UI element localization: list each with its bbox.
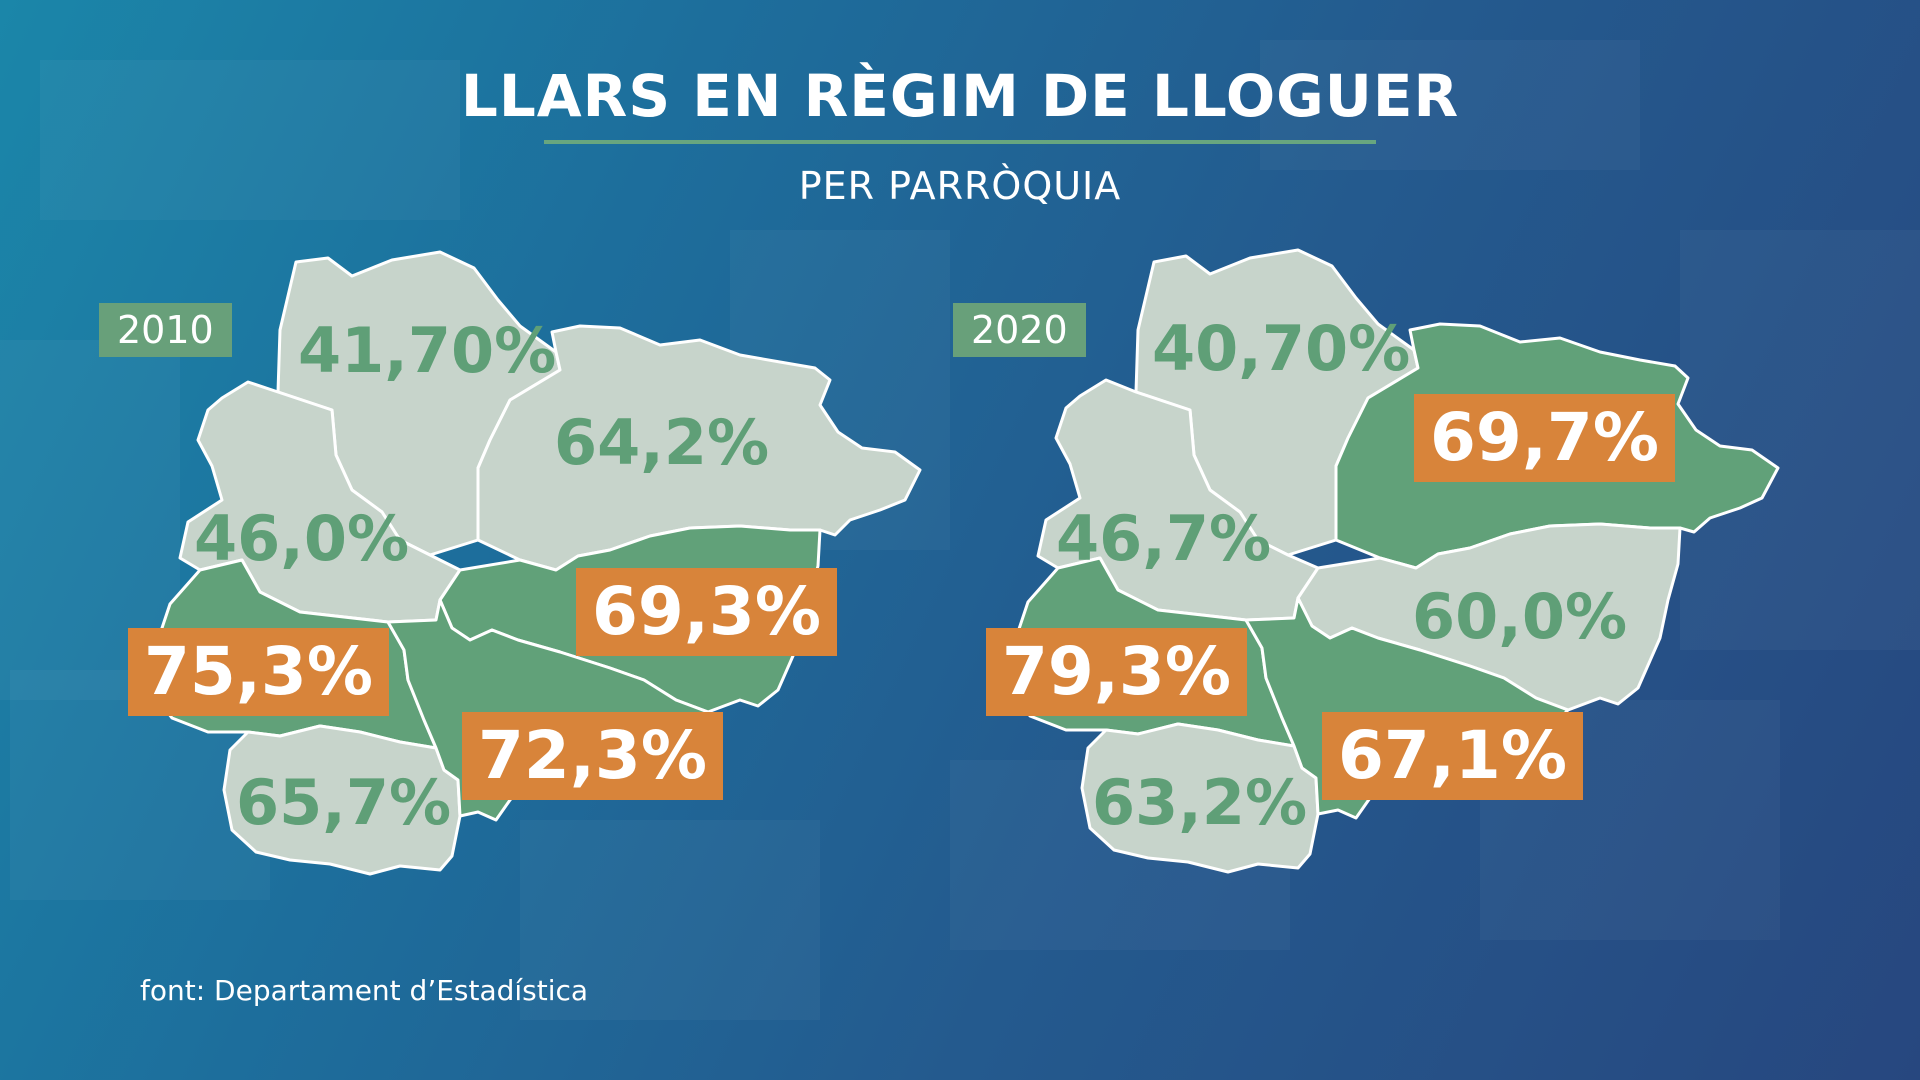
value-label-southwest-2010: 75,3% xyxy=(128,628,389,716)
value-label-west-2010: 46,0% xyxy=(194,502,410,575)
value-label-south-2010: 65,7% xyxy=(236,766,452,839)
title-underline xyxy=(544,140,1376,144)
value-label-southwest-2020: 79,3% xyxy=(986,628,1247,716)
value-label-north-2010: 41,70% xyxy=(298,314,557,387)
parish-northeast xyxy=(476,324,922,572)
value-label-northeast-2010: 64,2% xyxy=(554,406,770,479)
source-note: font: Departament d’Estadística xyxy=(140,974,589,1007)
parish-south xyxy=(1080,722,1320,874)
value-label-northeast-2020: 69,7% xyxy=(1414,394,1675,482)
year-tag-2020: 2020 xyxy=(953,303,1086,357)
parish-south xyxy=(222,724,462,876)
year-tag-2010: 2010 xyxy=(99,303,232,357)
value-label-east-2010: 69,3% xyxy=(576,568,837,656)
value-label-southcentral-2010: 72,3% xyxy=(462,712,723,800)
page-subtitle: PER PARRÒQUIA xyxy=(798,164,1122,208)
value-label-southcentral-2020: 67,1% xyxy=(1322,712,1583,800)
value-label-west-2020: 46,7% xyxy=(1056,502,1272,575)
page-title: LLARS EN RÈGIM DE LLOGUER xyxy=(460,62,1460,130)
value-label-south-2020: 63,2% xyxy=(1092,766,1308,839)
value-label-north-2020: 40,70% xyxy=(1152,312,1411,385)
value-label-east-2020: 60,0% xyxy=(1412,580,1628,653)
